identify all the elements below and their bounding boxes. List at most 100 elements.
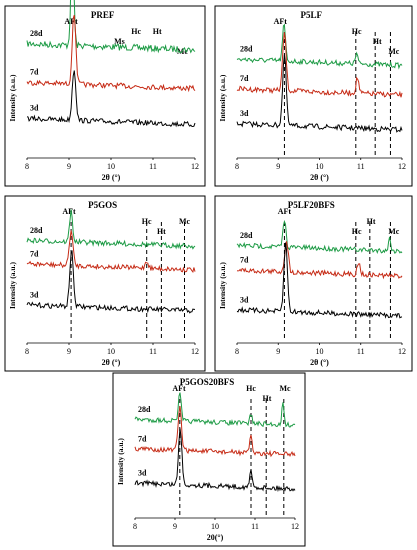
y-axis-label: Intensity (a.u.) bbox=[218, 262, 227, 309]
xrd-panel-2: 8 9 10 11 12 2θ (°) Intensity (a.u.) P5LF AFt Hc H… bbox=[214, 5, 413, 187]
peak-label: Hc bbox=[352, 27, 362, 36]
x-tick-label: 12 bbox=[291, 522, 299, 531]
series-label: 7d bbox=[30, 249, 39, 258]
series-line-3d bbox=[26, 70, 196, 128]
peak-label: Ht bbox=[153, 27, 162, 36]
peak-label: Mc bbox=[279, 384, 291, 393]
series-line-28d bbox=[236, 219, 403, 255]
y-axis-label: Intensity (a.u.) bbox=[8, 74, 17, 121]
xrd-panel-1: 8 9 10 11 12 2θ (°) Intensity (a.u.) PREF AFt Hc H… bbox=[4, 0, 206, 187]
x-axis-label: 2θ (°) bbox=[102, 173, 121, 182]
x-tick-label: 9 bbox=[276, 162, 280, 171]
x-tick-label: 10 bbox=[316, 347, 324, 356]
peak-label: AFt bbox=[64, 17, 78, 26]
x-tick-label: 12 bbox=[398, 162, 406, 171]
x-tick-label: 9 bbox=[67, 347, 71, 356]
peak-label: AFt bbox=[62, 207, 76, 216]
series-line-3d bbox=[236, 54, 403, 133]
series-label: 7d bbox=[240, 256, 249, 265]
series-label: 28d bbox=[30, 226, 43, 235]
x-tick-label: 9 bbox=[67, 162, 71, 171]
series-label: 3d bbox=[240, 109, 249, 118]
series-label: 28d bbox=[240, 44, 253, 53]
series-label: 28d bbox=[138, 405, 151, 414]
peak-label: Mc bbox=[388, 227, 400, 236]
peak-label: Ms bbox=[114, 37, 125, 46]
x-tick-label: 10 bbox=[107, 347, 115, 356]
x-tick-label: 9 bbox=[173, 522, 177, 531]
series-label: 28d bbox=[240, 231, 253, 240]
series-line-7d bbox=[134, 405, 296, 458]
series-line-28d bbox=[236, 23, 403, 70]
y-axis-label: Intensity (a.u.) bbox=[218, 74, 227, 121]
x-axis-label: 20(°) bbox=[207, 533, 224, 542]
y-axis-label: Intensity (a.u.) bbox=[8, 262, 17, 309]
series-label: 3d bbox=[138, 469, 147, 478]
series-label: 3d bbox=[30, 104, 39, 113]
x-tick-label: 11 bbox=[149, 162, 157, 171]
peak-label: Ht bbox=[367, 217, 376, 226]
series-line-3d bbox=[236, 242, 403, 319]
peak-label: Hc bbox=[246, 384, 256, 393]
panel-title: P5GOS20BFS bbox=[180, 377, 235, 387]
x-tick-label: 8 bbox=[25, 347, 29, 356]
series-label: 7d bbox=[138, 434, 147, 443]
x-tick-label: 10 bbox=[107, 162, 115, 171]
series-line-28d bbox=[26, 209, 196, 250]
series-line-7d bbox=[236, 241, 403, 280]
peak-label: Ht bbox=[157, 227, 166, 236]
xrd-panel-5: 8 9 10 11 12 20(°) Intensity (a.u.) P5GOS20BFSA… bbox=[112, 372, 306, 547]
peak-label: AFt bbox=[274, 17, 288, 26]
panel-title: P5LF20BFS bbox=[288, 200, 335, 210]
peak-label: Mc bbox=[179, 217, 191, 226]
y-axis-label: Intensity (a.u.) bbox=[116, 438, 125, 485]
series-label: 7d bbox=[240, 74, 249, 83]
peak-label: Hc bbox=[131, 27, 141, 36]
panel-border bbox=[4, 5, 206, 187]
x-tick-label: 12 bbox=[191, 162, 199, 171]
x-tick-label: 11 bbox=[357, 347, 365, 356]
series-label: 28d bbox=[30, 29, 43, 38]
peak-label: AFt bbox=[172, 384, 186, 393]
panel-border bbox=[214, 195, 413, 372]
x-tick-label: 8 bbox=[25, 162, 29, 171]
series-line-7d bbox=[26, 14, 196, 93]
peak-label: AFt bbox=[278, 207, 292, 216]
series-label: 3d bbox=[30, 290, 39, 299]
x-tick-label: 12 bbox=[191, 347, 199, 356]
series-line-3d bbox=[26, 249, 195, 314]
panel-border bbox=[4, 195, 206, 372]
x-axis-label: 2θ (°) bbox=[102, 358, 121, 367]
x-tick-label: 12 bbox=[398, 347, 406, 356]
panel-border bbox=[214, 5, 413, 187]
peak-label: Hc bbox=[142, 217, 152, 226]
x-axis-label: 2θ (°) bbox=[310, 358, 329, 367]
x-tick-label: 9 bbox=[276, 347, 280, 356]
x-tick-label: 8 bbox=[133, 522, 137, 531]
xrd-panel-3: 8 9 10 11 12 2θ (°) Intensity (a.u.) P5GOS AFt Hc… bbox=[4, 195, 206, 372]
panel-border bbox=[112, 372, 306, 547]
series-line-28d bbox=[26, 0, 196, 54]
series-line-28d bbox=[134, 392, 296, 428]
x-tick-label: 10 bbox=[211, 522, 219, 531]
x-tick-label: 8 bbox=[235, 162, 239, 171]
series-line-3d bbox=[134, 428, 296, 493]
x-tick-label: 11 bbox=[357, 162, 365, 171]
series-line-7d bbox=[26, 230, 196, 273]
peak-label: Hc bbox=[352, 227, 362, 236]
x-axis-label: 2θ (°) bbox=[310, 173, 329, 182]
x-tick-label: 10 bbox=[316, 162, 324, 171]
panel-title: P5GOS bbox=[88, 200, 117, 210]
series-label: 3d bbox=[240, 295, 249, 304]
peak-label: Mc bbox=[388, 47, 400, 56]
xrd-panel-4: 8 9 10 11 12 2θ (°) Intensity (a.u.) P5LF20BFSA… bbox=[214, 195, 413, 372]
x-tick-label: 11 bbox=[149, 347, 157, 356]
x-tick-label: 11 bbox=[251, 522, 259, 531]
peak-label: Ht bbox=[373, 37, 382, 46]
series-label: 7d bbox=[30, 68, 39, 77]
panel-title: P5LF bbox=[301, 10, 323, 20]
panel-title: PREF bbox=[91, 10, 115, 20]
peak-label: Ht bbox=[263, 394, 272, 403]
series-line-7d bbox=[236, 32, 403, 98]
